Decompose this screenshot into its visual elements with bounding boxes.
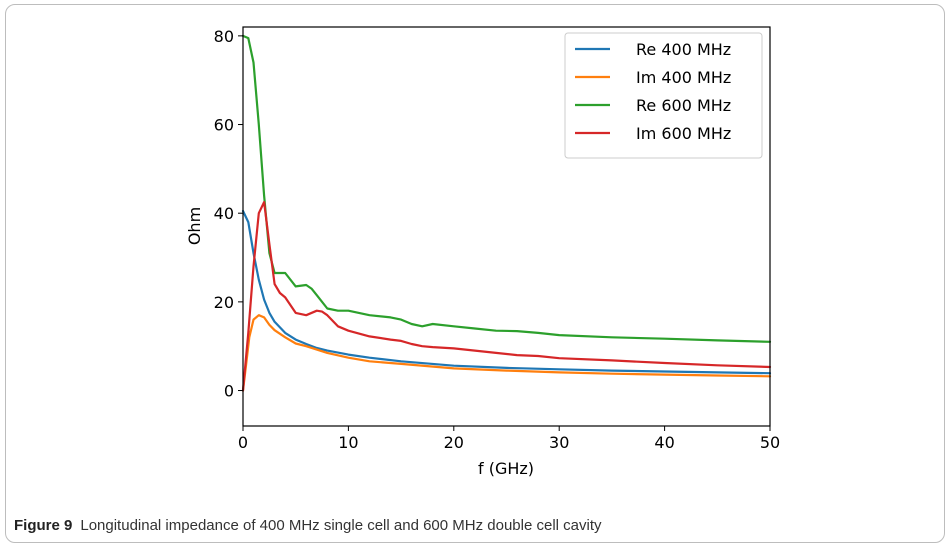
legend-label-0: Re 400 MHz — [636, 40, 731, 59]
legend-box — [564, 32, 763, 159]
y-tick-label: 80 — [214, 27, 234, 46]
series-line-3 — [241, 201, 772, 392]
legend-label-1: Im 400 MHz — [636, 68, 731, 87]
y-tick-label: 0 — [224, 382, 234, 401]
figure-caption: Figure 9 Longitudinal impedance of 400 MH… — [14, 517, 602, 534]
x-tick-label: 0 — [238, 433, 248, 452]
x-tick-label: 50 — [760, 433, 780, 452]
legend-label-2: Re 600 MHz — [636, 96, 731, 115]
x-tick-label: 30 — [549, 433, 569, 452]
y-tick-label: 20 — [214, 293, 234, 312]
x-axis-label: f (GHz) — [478, 459, 534, 478]
series-line-1 — [241, 314, 772, 392]
figure-frame — [5, 4, 945, 543]
figure-caption-text: Longitudinal impedance of 400 MHz single… — [80, 517, 602, 534]
plot-area-border — [242, 26, 771, 427]
x-tick-label: 10 — [338, 433, 358, 452]
x-tick-label: 40 — [654, 433, 674, 452]
series-line-2 — [241, 34, 772, 343]
x-tick-label: 20 — [444, 433, 464, 452]
series-line-0 — [241, 209, 772, 375]
y-axis-label: Ohm — [185, 207, 204, 245]
figure-label: Figure 9 — [14, 517, 73, 534]
y-tick-label: 60 — [214, 116, 234, 135]
legend: Re 400 MHz Im 400 MHz Re 600 MHz Im 600 MHz — [564, 32, 763, 159]
y-tick-label: 40 — [214, 204, 234, 223]
series-lines — [241, 34, 772, 392]
legend-label-3: Im 600 MHz — [636, 124, 731, 143]
axis-ticks: 0 10 20 30 40 50 0 20 40 60 80 — [214, 27, 781, 452]
